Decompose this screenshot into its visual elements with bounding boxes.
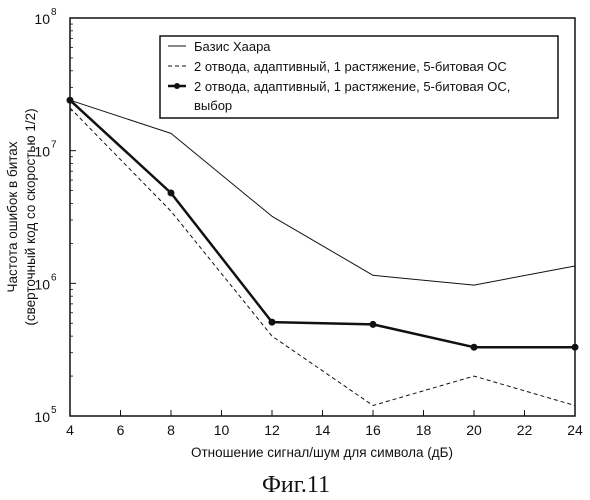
x-tick-label: 4 xyxy=(66,422,74,438)
y-tick-exponent: 8 xyxy=(51,7,57,18)
x-tick-label: 24 xyxy=(567,422,583,438)
x-tick-label: 6 xyxy=(117,422,125,438)
y-tick-base: 10 xyxy=(34,409,50,425)
series-line-2 xyxy=(70,100,575,347)
y-tick-exponent: 5 xyxy=(51,405,57,416)
x-tick-label: 8 xyxy=(167,422,175,438)
legend: Базис Хаара 2 отвода, адаптивный, 1 раст… xyxy=(160,36,558,118)
y-tick-exponent: 6 xyxy=(51,272,57,283)
series-layer xyxy=(67,97,579,406)
legend-marker-adaptive-selection xyxy=(174,83,180,89)
x-tick-label: 22 xyxy=(517,422,533,438)
x-axis-label: Отношение сигнал/шум для символа (дБ) xyxy=(191,445,453,460)
x-tick-label: 16 xyxy=(365,422,381,438)
series-line-1 xyxy=(70,108,575,406)
series-line-0 xyxy=(70,100,575,285)
series-point-2 xyxy=(67,97,74,104)
y-axis-label-line2: (сверточный код со скоростью 1/2) xyxy=(23,108,38,325)
y-tick-label: 108 xyxy=(34,7,57,27)
figure-caption: Фиг.11 xyxy=(262,472,330,498)
y-tick-label: 105 xyxy=(34,405,57,425)
x-tick-label: 14 xyxy=(315,422,331,438)
legend-label-adaptive-selection: 2 отвода, адаптивный, 1 растяжение, 5-би… xyxy=(194,79,510,94)
series-point-2 xyxy=(471,344,478,351)
x-axis-ticks: 4 6 8 10 12 14 16 18 20 22 24 xyxy=(66,410,583,438)
y-axis-label-line1: Частота ошибок в битах xyxy=(5,141,20,292)
series-point-2 xyxy=(269,319,276,326)
legend-label-adaptive: 2 отвода, адаптивный, 1 растяжение, 5-би… xyxy=(194,59,507,74)
y-tick-exponent: 7 xyxy=(51,140,57,151)
x-tick-label: 20 xyxy=(466,422,482,438)
x-tick-label: 10 xyxy=(214,422,230,438)
series-point-2 xyxy=(168,189,175,196)
x-tick-label: 18 xyxy=(416,422,432,438)
series-point-2 xyxy=(370,321,377,328)
legend-label-haar: Базис Хаара xyxy=(194,39,271,54)
x-tick-label: 12 xyxy=(264,422,280,438)
legend-label-adaptive-selection-line2: выбор xyxy=(194,98,232,113)
y-tick-base: 10 xyxy=(34,11,50,27)
series-point-2 xyxy=(572,344,579,351)
